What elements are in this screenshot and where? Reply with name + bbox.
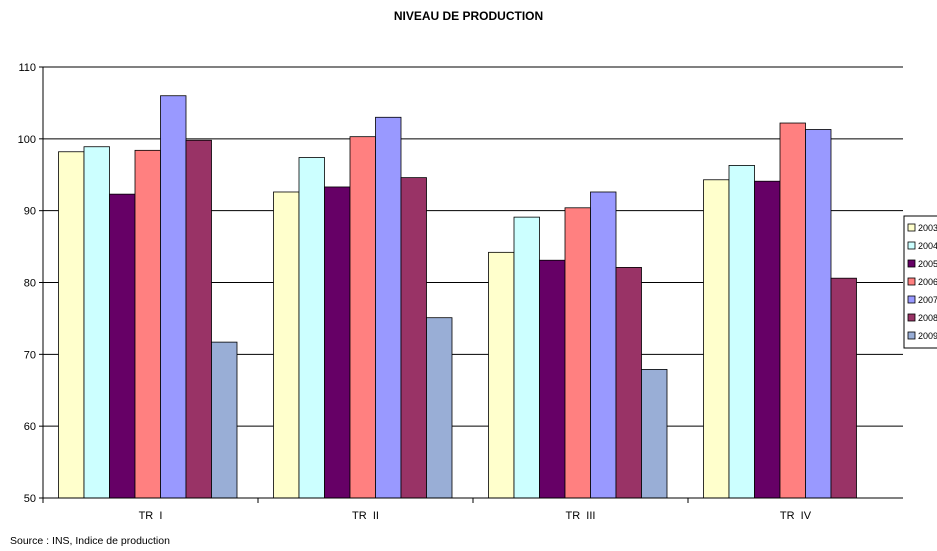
bar-2006-3: [564, 207, 591, 499]
legend-swatch-2009: [907, 331, 916, 340]
bar-2005-2: [324, 186, 351, 499]
bar-2003-1: [58, 151, 85, 499]
bar-2007-1: [160, 95, 187, 499]
bar-2004-4: [728, 165, 755, 499]
bar-2009-3: [641, 369, 668, 499]
bars: [58, 95, 857, 499]
bar-2003-2: [273, 191, 300, 499]
bar-2007-3: [590, 191, 617, 499]
legend-label-2003: 2003: [918, 223, 937, 233]
bar-2007-2: [375, 116, 402, 499]
legend-label-2008: 2008: [918, 313, 937, 323]
bar-2004-1: [83, 146, 110, 499]
y-tick-label: 90: [24, 206, 36, 218]
bar-2005-1: [109, 193, 136, 499]
x-category-label: TR II: [352, 510, 379, 522]
bar-2008-2: [400, 177, 427, 499]
bar-2005-3: [539, 259, 566, 499]
legend-swatch-2006: [907, 277, 916, 286]
legend-label-2009: 2009: [918, 331, 937, 341]
bar-2008-3: [615, 267, 642, 499]
bar-2003-4: [703, 179, 730, 499]
y-tick-label: 110: [18, 62, 36, 74]
bar-2005-4: [754, 180, 781, 499]
source-note: Source : INS, Indice de production: [10, 535, 170, 547]
legend-swatch-2007: [907, 295, 916, 304]
axes: 50 60 70 80 90 100 110 TR I TR II TR III TR IV: [18, 62, 903, 522]
x-category-label: TR IV: [780, 510, 812, 522]
bar-2004-2: [298, 157, 325, 499]
bar-2009-1: [211, 341, 238, 499]
legend-label-2006: 2006: [918, 277, 937, 287]
legend: 2003 2004 2005 2006 2007 2008 2009: [903, 215, 937, 349]
bar-2004-3: [513, 216, 540, 499]
bar-2006-4: [779, 122, 806, 499]
legend-swatch-2008: [907, 313, 916, 322]
bar-2008-4: [830, 277, 857, 499]
bar-2006-2: [349, 136, 376, 499]
y-tick-label: 80: [24, 278, 36, 290]
legend-label-2005: 2005: [918, 259, 937, 269]
y-tick-label: 50: [24, 493, 36, 505]
y-tick-label: 100: [18, 134, 36, 146]
y-tick-label: 70: [24, 349, 36, 361]
x-category-label: TR III: [566, 510, 596, 522]
chart-title: NIVEAU DE PRODUCTION: [393, 9, 544, 23]
legend-swatch-2003: [907, 223, 916, 232]
bar-2009-2: [426, 317, 453, 499]
legend-swatch-2004: [907, 241, 916, 250]
x-category-label: TR I: [139, 510, 163, 522]
bar-2007-4: [805, 129, 832, 499]
bar-2008-1: [185, 139, 212, 499]
legend-swatch-2005: [907, 259, 916, 268]
bar-2003-3: [488, 251, 515, 499]
y-tick-label: 60: [24, 421, 36, 433]
bar-2006-1: [134, 149, 161, 499]
legend-label-2004: 2004: [918, 241, 937, 251]
legend-label-2007: 2007: [918, 295, 937, 305]
